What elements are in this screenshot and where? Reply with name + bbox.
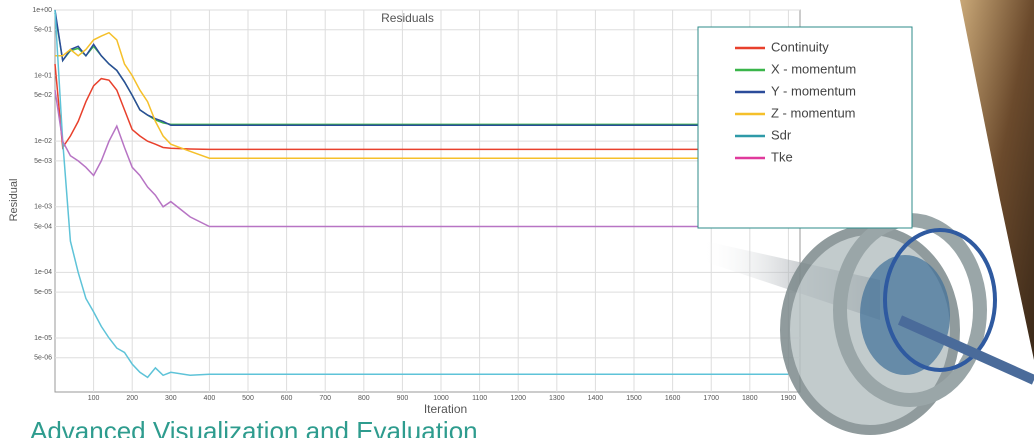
x-tick-label: 1400 [588, 395, 604, 402]
x-tick-label: 700 [319, 395, 331, 402]
outlet [897, 315, 1034, 385]
y-tick-label: 1e-01 [34, 72, 52, 79]
legend-label: Z - momentum [771, 105, 856, 120]
x-tick-label: 1500 [626, 395, 642, 402]
x-tick-label: 200 [126, 395, 138, 402]
series-line [54, 89, 789, 228]
legend-label: X - momentum [771, 61, 856, 76]
footer-heading: Advanced Visualization and Evaluation [30, 416, 478, 438]
plot-background [54, 9, 801, 393]
x-tick-label: 1200 [510, 395, 526, 402]
legend-label: Tke [771, 149, 793, 164]
x-tick-label: 600 [281, 395, 293, 402]
y-tick-label: 1e-04 [34, 269, 52, 276]
y-tick-label: 5e-05 [34, 289, 52, 296]
x-tick-label: 1700 [703, 395, 719, 402]
x-tick-label: 1800 [742, 395, 758, 402]
x-tick-label: 1000 [433, 395, 449, 402]
y-tick-label: 1e-02 [34, 138, 52, 145]
x-tick-label: 1600 [665, 395, 681, 402]
x-tick-label: 400 [204, 395, 216, 402]
x-tick-label: 800 [358, 395, 370, 402]
y-tick-label: 1e+00 [32, 7, 52, 14]
legend-box [697, 26, 913, 229]
backdrop-image [960, 0, 1034, 360]
y-tick-label: 5e-06 [34, 355, 52, 362]
series-line [54, 63, 789, 151]
y-tick-label: 1e-03 [34, 204, 52, 211]
x-axis-label: Iteration [424, 402, 467, 416]
x-tick-label: 900 [397, 395, 409, 402]
x-tick-label: 1100 [472, 395, 487, 402]
y-tick-label: 5e-03 [34, 158, 52, 165]
y-tick-label: 5e-01 [34, 27, 52, 34]
y-tick-label: 1e-05 [34, 335, 52, 342]
y-axis-label: Residual [8, 179, 20, 222]
plot-area: 100 200 300 400 500 600 700 800 900 1000 1100 1200 1… [8, 7, 801, 416]
series-line [54, 9, 789, 379]
flow [860, 255, 950, 375]
legend-label: Continuity [771, 39, 829, 54]
series-line [54, 9, 789, 126]
x-tick-label: 300 [165, 395, 177, 402]
x-tick-label: 100 [88, 395, 100, 402]
x-tick-label: 500 [242, 395, 254, 402]
legend-label: Sdr [771, 127, 792, 142]
ring [883, 228, 997, 372]
x-tick-label: 1900 [781, 395, 797, 402]
legend-label: Y - momentum [771, 83, 856, 98]
y-tick-label: 5e-02 [34, 92, 52, 99]
series-line [55, 31, 789, 159]
y-tick-label: 5e-04 [34, 223, 52, 230]
legend: Continuity X - momentum Y - momentum Z - mo… [697, 26, 913, 229]
x-tick-label: 1300 [549, 395, 565, 402]
chart-title: Residuals [381, 11, 434, 25]
mixer-render [700, 213, 1034, 435]
